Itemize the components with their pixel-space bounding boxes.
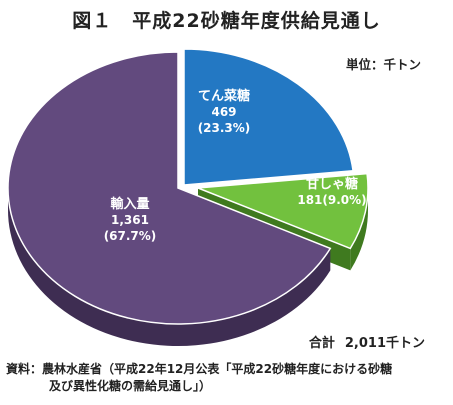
source-note: 資料：農林水産省（平成22年12月公表「平成22砂糖年度における砂糖 及び異性化… <box>6 361 450 395</box>
slice-value-label: (67.7%) <box>104 229 157 243</box>
slice-name-label: 甘しゃ糖 <box>306 176 358 192</box>
slice-name-label: 輸入量 <box>110 196 149 212</box>
source-line-2: 及び異性化糖の需給見通し」） <box>49 379 212 393</box>
unit-label: 単位：千トン <box>345 57 421 72</box>
total-label: 合計 <box>308 336 335 351</box>
slice-value-label: 469 <box>211 105 236 119</box>
pie-slice-side <box>8 188 331 347</box>
pie-slice-3 <box>7 51 332 325</box>
slice-value-label: 1,361 <box>111 213 149 227</box>
total-summary: 合計 2,011千トン <box>309 332 425 351</box>
pie-slice-1 <box>183 48 354 186</box>
source-line-1: 資料：農林水産省（平成22年12月公表「平成22砂糖年度における砂糖 <box>6 362 393 376</box>
slice-name-label: てん菜糖 <box>198 88 250 104</box>
pie-slice-side <box>350 188 368 271</box>
slice-value-label: 181(9.0%) <box>297 193 366 207</box>
pie-slice-2 <box>197 172 369 250</box>
slice-value-label: (23.3%) <box>198 121 251 135</box>
total-value: 2,011千トン <box>344 336 425 351</box>
chart-title: 図１ 平成22砂糖年度供給見通し <box>72 10 381 32</box>
